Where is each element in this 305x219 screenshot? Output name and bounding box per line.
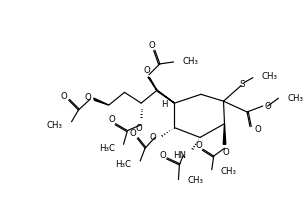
- Text: O: O: [255, 125, 262, 134]
- Text: CH₃: CH₃: [262, 72, 278, 81]
- Text: S: S: [239, 80, 245, 89]
- Polygon shape: [148, 77, 157, 90]
- Text: CH₃: CH₃: [47, 121, 63, 130]
- Text: CH₃: CH₃: [221, 167, 237, 176]
- Text: O: O: [196, 141, 203, 150]
- Text: O: O: [84, 93, 91, 102]
- Text: H₃C: H₃C: [115, 160, 131, 169]
- Text: O: O: [130, 129, 137, 138]
- Polygon shape: [94, 98, 109, 105]
- Text: O: O: [136, 124, 142, 133]
- Text: O: O: [149, 133, 156, 142]
- Polygon shape: [223, 124, 226, 144]
- Text: CH₃: CH₃: [287, 94, 303, 103]
- Text: O: O: [222, 148, 229, 157]
- Text: H: H: [161, 100, 168, 109]
- Text: HN: HN: [173, 151, 186, 160]
- Text: CH₃: CH₃: [187, 176, 203, 185]
- Text: CH₃: CH₃: [182, 57, 198, 66]
- Text: O: O: [60, 92, 67, 101]
- Text: O: O: [159, 151, 166, 160]
- Text: O: O: [149, 41, 155, 50]
- Polygon shape: [156, 89, 174, 103]
- Text: O: O: [265, 102, 271, 111]
- Text: O: O: [108, 115, 115, 124]
- Text: O: O: [144, 66, 150, 75]
- Text: H₃C: H₃C: [99, 144, 115, 153]
